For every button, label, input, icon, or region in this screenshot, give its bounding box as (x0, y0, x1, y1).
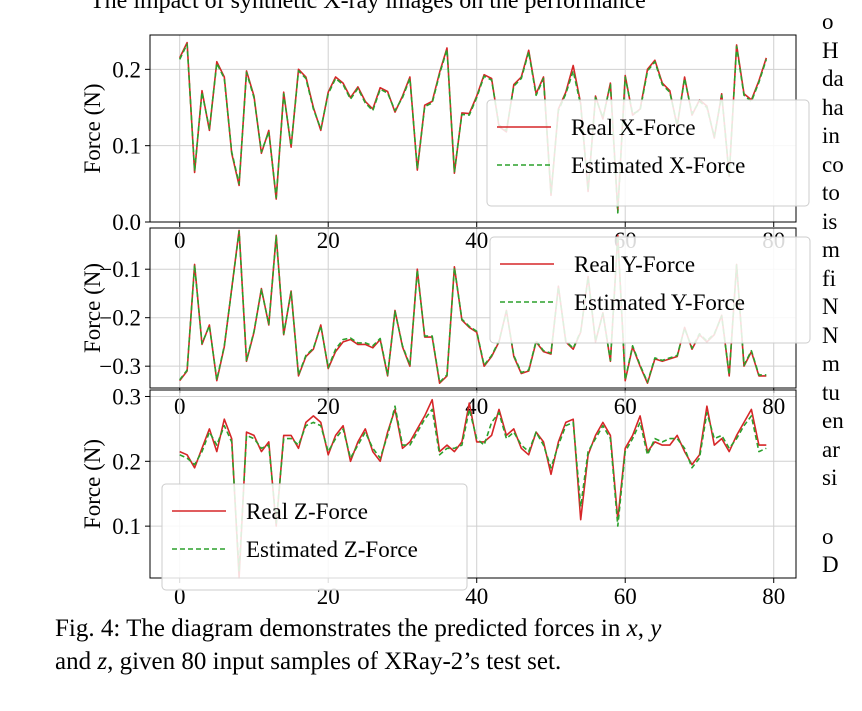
side-fragment: ar (822, 436, 840, 462)
caption-var-y: y (650, 615, 662, 642)
y-axis-label: Force (N) (80, 263, 105, 353)
side-fragment: D (822, 552, 839, 577)
y-axis-label: Force (N) (80, 83, 105, 173)
side-fragment: m (822, 351, 840, 376)
series-line-estimated (178, 43, 768, 214)
side-fragment: o (822, 9, 834, 34)
x-tick-label: 80 (762, 584, 785, 609)
x-tick-label: 40 (465, 584, 488, 609)
legend-label: Estimated Y-Force (574, 290, 745, 315)
legend-label: Estimated X-Force (571, 153, 745, 178)
side-fragment: N (822, 322, 839, 348)
caption-sep: , (637, 615, 651, 642)
side-fragment: in (822, 123, 840, 148)
legend-label: Real Y-Force (574, 252, 695, 277)
side-fragment: en (822, 408, 844, 433)
side-fragment: tu (822, 379, 840, 405)
y-tick-label: −0.3 (99, 354, 141, 379)
legend-label: Estimated Z-Force (246, 537, 418, 562)
side-fragment: to (822, 180, 840, 205)
legend-box (486, 99, 810, 207)
y-tick-label: −0.2 (99, 306, 141, 331)
plot-frame (149, 389, 797, 579)
caption-var-x: x (626, 615, 638, 642)
side-fragment: da (822, 66, 844, 91)
side-fragment: o (822, 523, 834, 549)
side-fragment: m (822, 237, 840, 262)
side-fragment: ha (822, 94, 844, 120)
caption-prefix: Fig. 4: The diagram demonstrates the pre… (55, 615, 627, 642)
y-tick-label: 0.0 (112, 210, 141, 235)
legend-label: Real Z-Force (246, 499, 368, 524)
preceding-paragraph-text: The impact of synthetic X-ray images on … (90, 0, 646, 14)
side-fragment: si (822, 465, 838, 490)
y-tick-label: 0.3 (112, 384, 141, 409)
side-fragment: N (822, 294, 839, 319)
y-axis-label: Force (N) (80, 439, 105, 529)
side-fragment: is (822, 208, 838, 234)
side-fragment: H (822, 37, 839, 63)
series-line-estimated (179, 230, 767, 384)
legend-box (489, 236, 811, 344)
figure-caption: Fig. 4: The diagram demonstrates the pre… (55, 612, 815, 678)
y-tick-label: −0.1 (99, 257, 141, 282)
y-tick-label: 0.1 (112, 134, 141, 159)
legend-box (161, 483, 468, 591)
side-fragment: fi (822, 265, 837, 291)
legend-label: Real X-Force (571, 115, 696, 140)
caption-line2-a: and (55, 648, 98, 675)
x-tick-label: 60 (614, 584, 637, 609)
y-tick-label: 0.2 (112, 449, 141, 474)
caption-line2-b: , given 80 input samples of XRay-2’s tes… (107, 648, 562, 675)
y-tick-label: 0.1 (112, 514, 141, 539)
y-tick-label: 0.2 (112, 57, 141, 82)
caption-var-z: z (97, 648, 108, 675)
adjacent-column-text: o H da ha in co to is m fi N N m tu en a… (822, 8, 862, 580)
x-tick-label: 0 (174, 584, 186, 609)
side-fragment: co (822, 151, 844, 177)
